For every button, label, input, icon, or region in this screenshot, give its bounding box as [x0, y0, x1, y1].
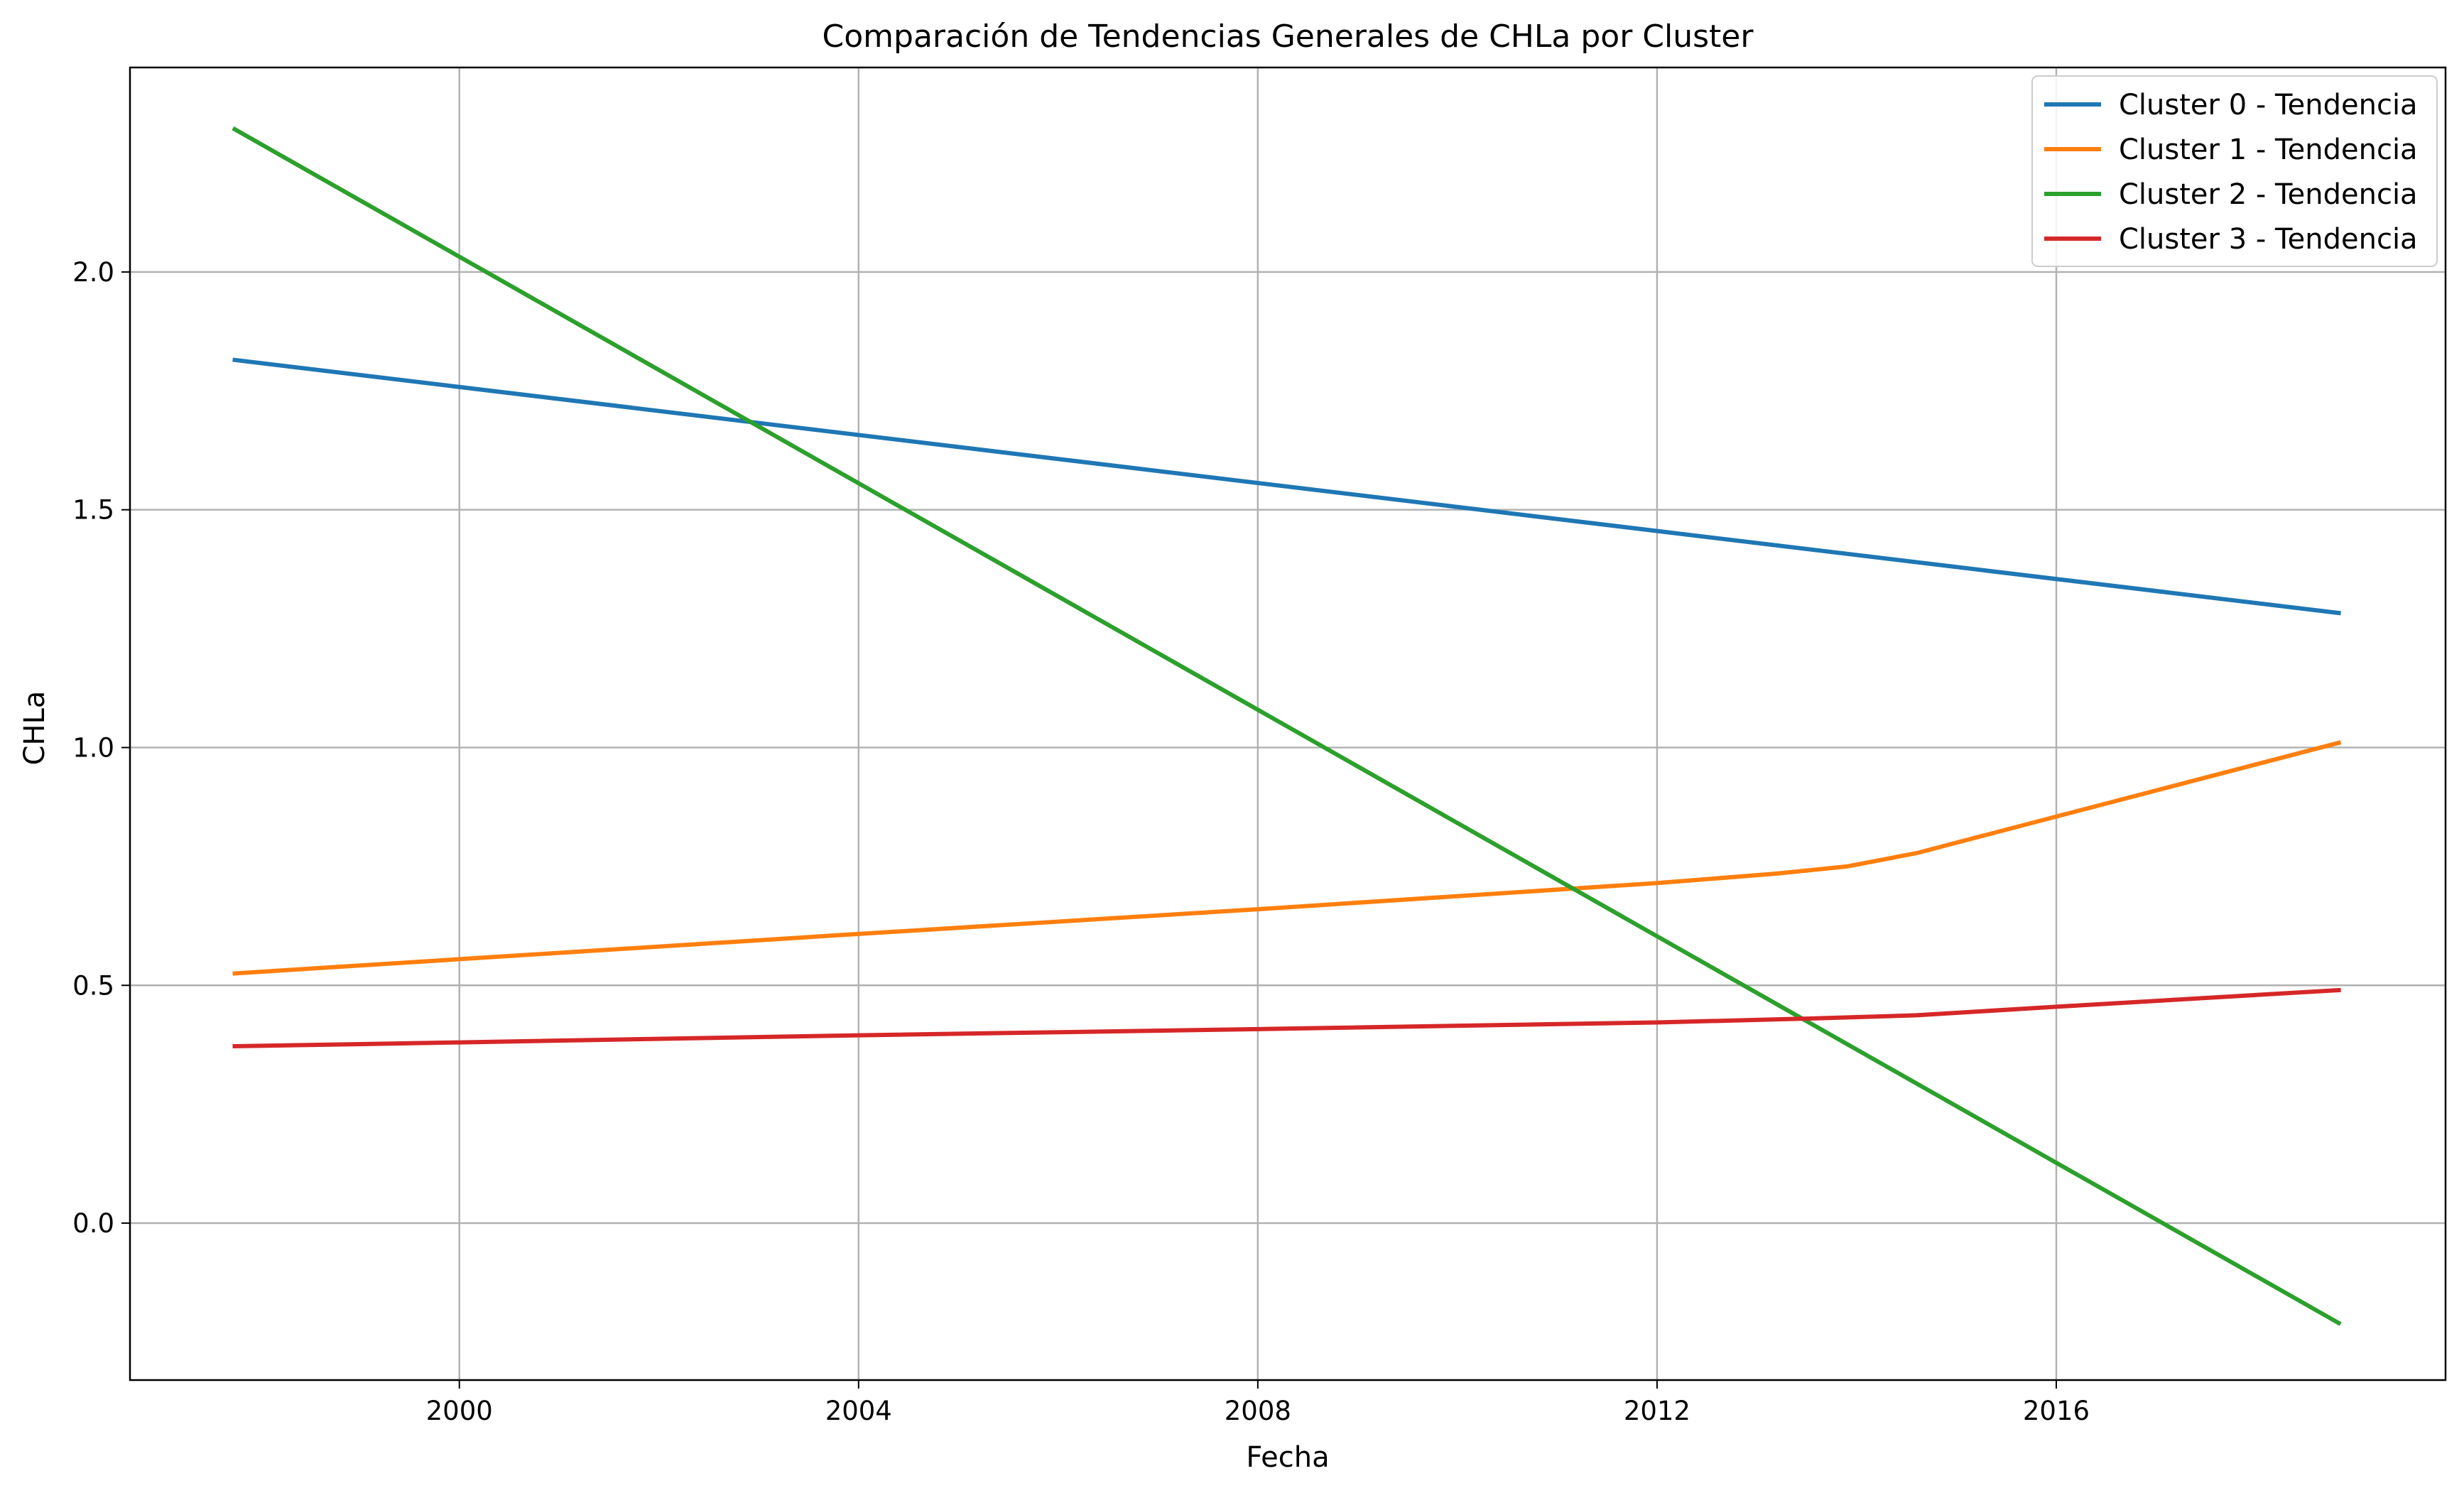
y-tick-label: 1.0 — [72, 732, 114, 763]
x-tick-label: 2008 — [1225, 1396, 1291, 1426]
series-layer — [232, 126, 2342, 1326]
grid-lines — [130, 67, 2446, 1380]
y-tick-label: 1.5 — [72, 495, 114, 526]
y-tick-label: 0.5 — [72, 970, 114, 1001]
legend-label: Cluster 2 - Tendencia — [2119, 178, 2418, 211]
x-axis-label: Fecha — [1246, 1441, 1329, 1474]
y-axis-label: CHLa — [18, 691, 51, 766]
series-line-cluster-3 — [232, 987, 2341, 1049]
legend: Cluster 0 - Tendencia Cluster 1 - Tendenc… — [2031, 75, 2438, 267]
x-tick-label: 2004 — [825, 1396, 892, 1426]
y-tick-label: 0.0 — [72, 1208, 114, 1239]
legend-label: Cluster 3 - Tendencia — [2119, 223, 2418, 256]
y-tick-label: 2.0 — [72, 257, 114, 288]
x-axis: 2000 2004 2008 2012 2016 — [426, 1380, 2090, 1426]
plot-frame — [129, 66, 2447, 1381]
series-line-cluster-0 — [232, 357, 2341, 616]
x-tick-label: 2016 — [2023, 1396, 2090, 1426]
x-tick-label: 2012 — [1624, 1396, 1690, 1426]
x-tick-label: 2000 — [426, 1396, 493, 1426]
chart-title: Comparación de Tendencias Generales de C… — [823, 18, 1754, 55]
legend-box — [2031, 75, 2438, 267]
series-line-cluster-1 — [232, 740, 2342, 976]
series-line-cluster-2 — [232, 126, 2342, 1326]
y-axis: 0.0 0.5 1.0 1.5 2.0 — [72, 257, 130, 1239]
legend-label: Cluster 0 - Tendencia — [2119, 89, 2418, 121]
legend-label: Cluster 1 - Tendencia — [2119, 134, 2418, 166]
